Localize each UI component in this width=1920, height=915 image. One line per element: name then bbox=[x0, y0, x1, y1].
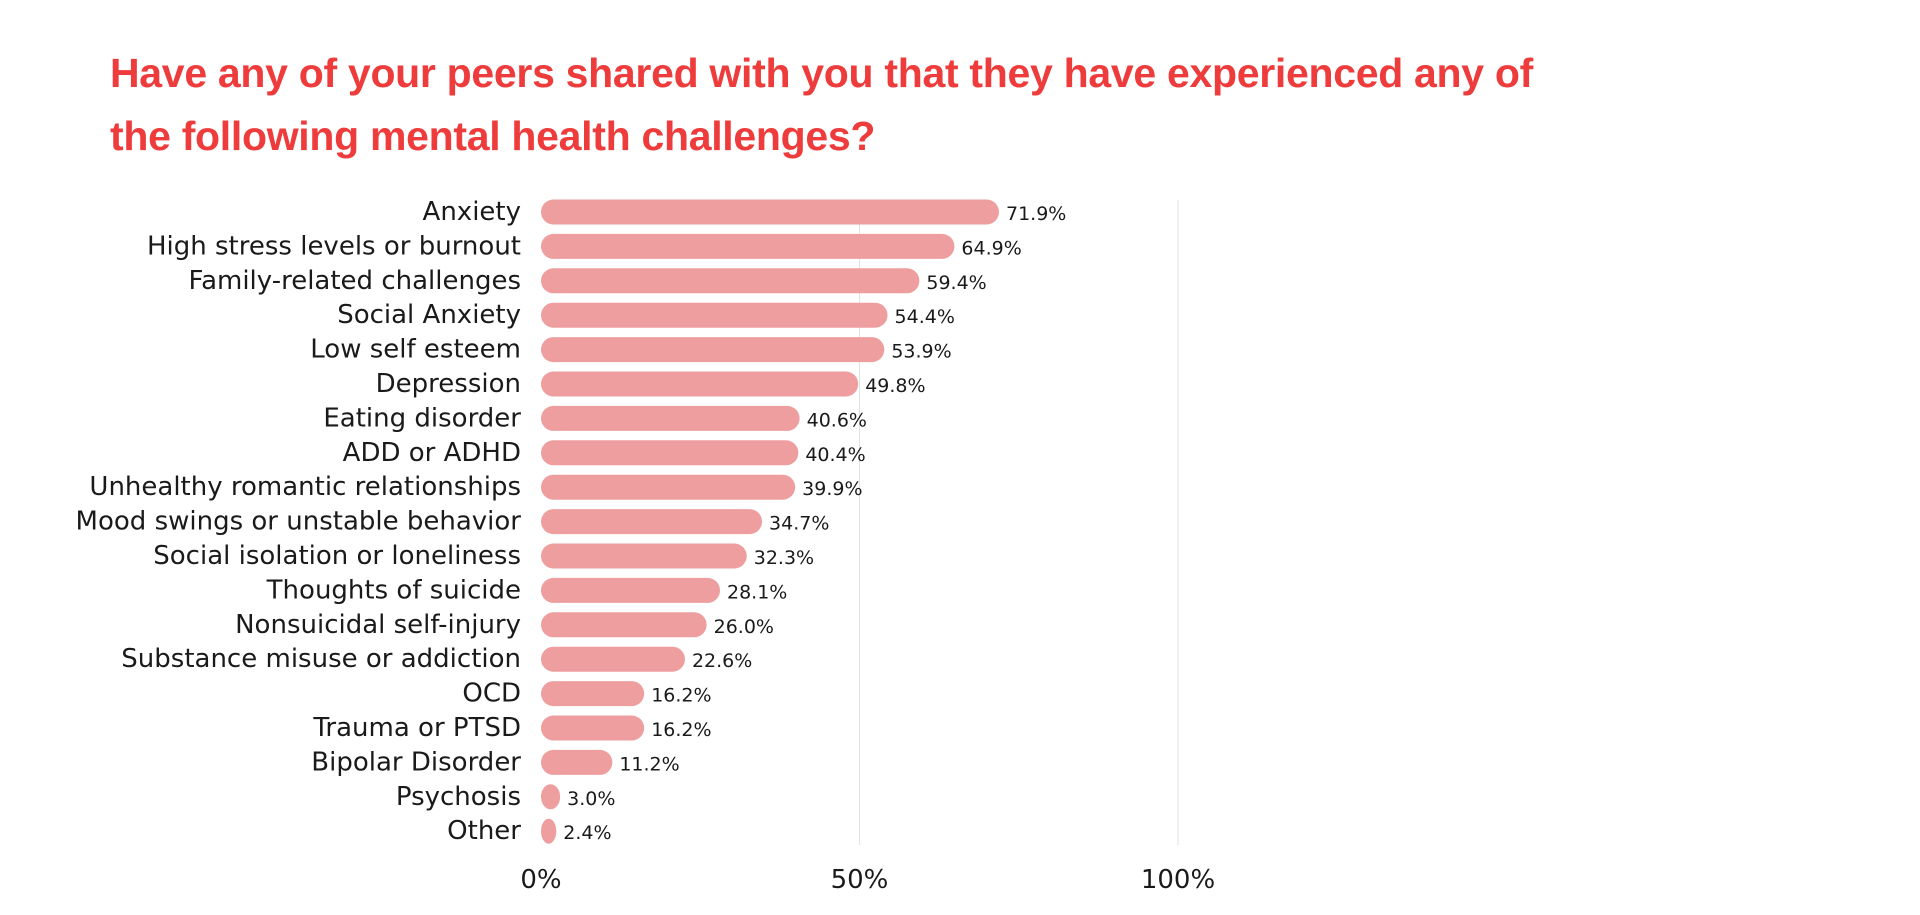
value-label: 71.9% bbox=[1006, 203, 1066, 225]
value-label: 53.9% bbox=[891, 341, 951, 363]
category-label: Low self esteem bbox=[310, 335, 521, 365]
category-label: Eating disorder bbox=[323, 403, 521, 433]
value-label: 49.8% bbox=[865, 375, 925, 397]
bar bbox=[541, 233, 955, 259]
bar bbox=[541, 715, 645, 741]
bar bbox=[541, 646, 685, 672]
bar bbox=[541, 681, 645, 707]
bar bbox=[541, 405, 800, 431]
value-label: 54.4% bbox=[895, 306, 955, 328]
x-tick-label: 50% bbox=[831, 865, 889, 895]
value-label: 16.2% bbox=[651, 685, 711, 707]
chart-title: Have any of your peers shared with you t… bbox=[110, 50, 1533, 159]
value-label: 32.3% bbox=[754, 547, 814, 569]
bar bbox=[541, 818, 557, 844]
bar bbox=[541, 199, 1000, 225]
category-labels: Anxiety High stress levels or burnout Fami… bbox=[76, 197, 522, 846]
bar bbox=[541, 509, 763, 535]
bar bbox=[541, 268, 920, 294]
category-label: Nonsuicidal self-injury bbox=[235, 610, 521, 640]
x-axis-ticks: 0% 50% 100% bbox=[520, 865, 1215, 895]
bar bbox=[541, 440, 799, 466]
category-label: Thoughts of suicide bbox=[266, 575, 521, 605]
category-label: Social Anxiety bbox=[337, 300, 521, 330]
category-label: Substance misuse or addiction bbox=[121, 644, 521, 674]
value-label: 40.4% bbox=[805, 444, 865, 466]
bar bbox=[541, 337, 885, 363]
bar bbox=[541, 302, 888, 328]
category-label: Psychosis bbox=[396, 782, 521, 812]
category-label: ADD or ADHD bbox=[343, 438, 521, 468]
category-label: High stress levels or burnout bbox=[147, 231, 521, 261]
value-label: 3.0% bbox=[567, 788, 615, 810]
bar bbox=[541, 749, 613, 775]
category-label: Other bbox=[447, 816, 521, 846]
bar bbox=[541, 784, 561, 810]
category-label: Depression bbox=[376, 369, 521, 399]
category-label: Anxiety bbox=[423, 197, 521, 227]
value-label: 28.1% bbox=[727, 581, 787, 603]
value-label: 11.2% bbox=[619, 753, 679, 775]
category-label: OCD bbox=[462, 679, 521, 709]
bar bbox=[541, 474, 796, 500]
gridlines bbox=[859, 200, 1179, 845]
bar bbox=[541, 543, 747, 569]
bar bbox=[541, 577, 720, 603]
value-label: 22.6% bbox=[692, 650, 752, 672]
category-label: Social isolation or loneliness bbox=[153, 541, 521, 571]
x-tick-label: 100% bbox=[1141, 865, 1215, 895]
category-label: Trauma or PTSD bbox=[312, 713, 521, 743]
bar bbox=[541, 612, 707, 638]
value-label: 64.9% bbox=[961, 237, 1021, 259]
value-label: 34.7% bbox=[769, 513, 829, 535]
x-tick-label: 0% bbox=[520, 865, 561, 895]
category-label: Bipolar Disorder bbox=[311, 747, 521, 777]
bars bbox=[541, 199, 1000, 844]
value-label: 2.4% bbox=[563, 822, 611, 844]
value-label: 16.2% bbox=[651, 719, 711, 741]
category-label: Family-related challenges bbox=[189, 266, 522, 296]
value-labels: 71.9% 64.9% 59.4% 54.4% 53.9% 49.8% 40.6% 40.4%… bbox=[563, 203, 1066, 844]
value-label: 26.0% bbox=[714, 616, 774, 638]
category-label: Mood swings or unstable behavior bbox=[76, 507, 522, 537]
category-label: Unhealthy romantic relationships bbox=[89, 472, 521, 502]
bar bbox=[541, 371, 859, 397]
value-label: 40.6% bbox=[807, 409, 867, 431]
value-label: 39.9% bbox=[802, 478, 862, 500]
value-label: 59.4% bbox=[926, 272, 986, 294]
